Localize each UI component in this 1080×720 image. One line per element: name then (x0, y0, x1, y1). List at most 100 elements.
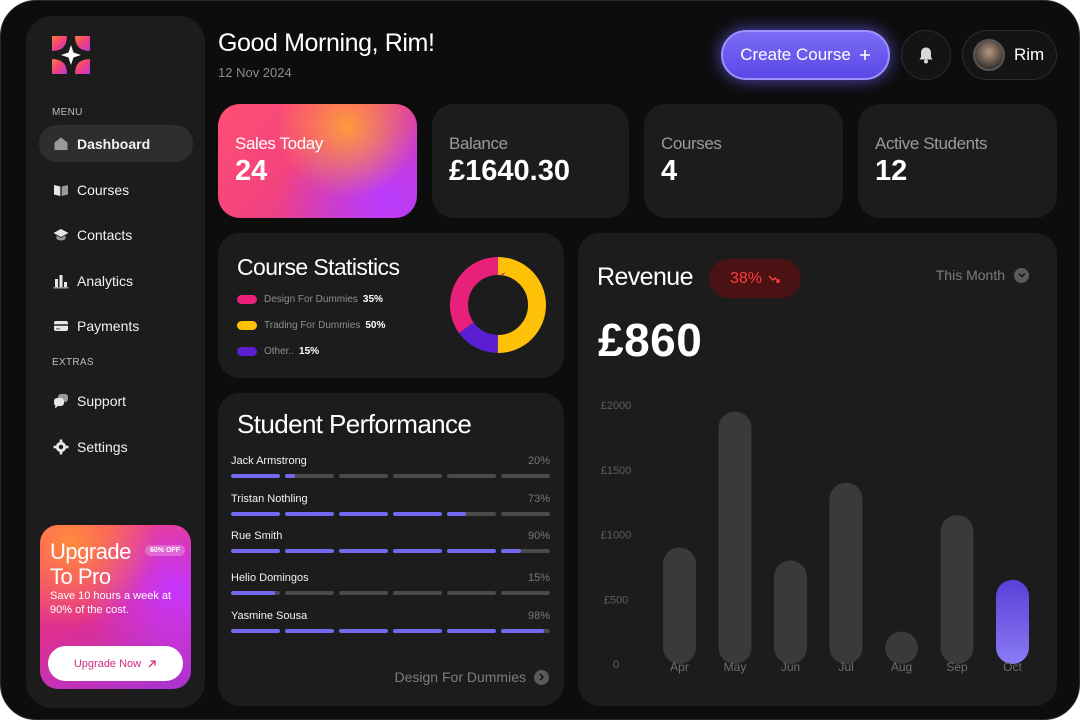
progress-fill (231, 629, 280, 633)
sidebar-item-label: Payments (77, 317, 140, 334)
stat-value: 12 (875, 155, 908, 187)
sidebar-item-contacts[interactable]: Contacts (39, 216, 193, 253)
chevron-down-icon (1014, 267, 1029, 283)
revenue-card: Revenue 38% This Month £860 0 £500 £1000 £1… (578, 233, 1057, 706)
progress-bar (231, 512, 550, 516)
x-tick-label: Apr (670, 660, 689, 674)
revenue-change-value: 38% (729, 269, 763, 287)
sidebar-item-courses[interactable]: Courses (39, 171, 193, 208)
revenue-bar[interactable] (940, 515, 974, 664)
progress-fill (285, 474, 295, 478)
legend-item: Trading For Dummies 50% (237, 320, 385, 331)
course-statistics-title: Course Statistics (237, 254, 400, 280)
progress-segment (339, 549, 388, 553)
stat-label: Active Students (875, 134, 988, 153)
bar-chart-icon (52, 272, 69, 289)
avatar (973, 39, 1005, 71)
legend-swatch (237, 347, 257, 356)
progress-fill (231, 591, 276, 595)
sidebar-item-label: Courses (77, 181, 130, 198)
sidebar-item-analytics[interactable]: Analytics (39, 262, 193, 299)
progress-segment (285, 629, 334, 633)
gear-icon (52, 438, 69, 455)
revenue-bar[interactable] (996, 579, 1029, 664)
stat-value: 24 (235, 155, 268, 187)
sidebar-item-payments[interactable]: Payments (39, 307, 193, 344)
x-tick-label: Jul (838, 660, 853, 674)
progress-segment (393, 474, 442, 478)
progress-fill (447, 549, 496, 553)
sidebar-item-dashboard[interactable]: Dashboard (39, 125, 193, 162)
legend-label: Design For Dummies (264, 294, 358, 305)
progress-segment (339, 474, 388, 478)
revenue-title: Revenue (597, 263, 693, 291)
progress-segment (447, 474, 496, 478)
trend-down-icon (768, 275, 780, 283)
student-name: Rue Smith (231, 530, 283, 542)
promo-title: Upgrade To Pro (50, 539, 131, 589)
progress-fill (231, 474, 280, 478)
sidebar: MENU Dashboard Courses Contacts Analytic… (26, 16, 205, 708)
progress-fill (339, 549, 388, 553)
course-filter-link[interactable]: Design For Dummies (395, 669, 549, 685)
student-performance-title: Student Performance (237, 409, 472, 439)
progress-fill (501, 549, 521, 553)
x-tick-label: Jun (781, 660, 800, 674)
book-icon (52, 181, 69, 198)
progress-segment (231, 591, 280, 595)
student-name: Tristan Nothling (231, 493, 308, 505)
sidebar-item-support[interactable]: Support (39, 382, 193, 419)
progress-segment (339, 512, 388, 516)
menu-section-label: MENU (52, 107, 83, 118)
progress-segment (285, 512, 334, 516)
progress-bar (231, 629, 550, 633)
balance-card: Balance £1640.30 (432, 104, 629, 218)
course-statistics-card: Course Statistics Design For Dummies 35%… (218, 233, 564, 378)
greeting-title: Good Morning, Rim! (218, 29, 435, 57)
student-percent: 73% (527, 493, 550, 505)
y-tick-label: £2000 (601, 400, 632, 412)
create-course-button[interactable]: Create Course (721, 30, 890, 80)
graduation-cap-icon (52, 226, 69, 243)
progress-segment (447, 512, 496, 516)
user-profile-button[interactable]: Rim (962, 30, 1057, 80)
home-icon (52, 135, 69, 152)
progress-segment (447, 549, 496, 553)
student-percent: 90% (527, 530, 550, 542)
progress-segment (447, 591, 496, 595)
create-course-label: Create Course (740, 45, 851, 64)
progress-segment (285, 549, 334, 553)
x-tick-label: May (724, 660, 747, 674)
revenue-amount: £860 (598, 314, 703, 366)
progress-fill (393, 512, 442, 516)
progress-segment (231, 474, 280, 478)
active-students-card: Active Students 12 (858, 104, 1057, 218)
period-dropdown[interactable]: This Month (936, 267, 1029, 283)
sidebar-item-label: Contacts (77, 226, 133, 243)
sidebar-item-settings[interactable]: Settings (39, 428, 193, 465)
y-tick-label: £1000 (601, 530, 632, 542)
y-tick-label: 0 (613, 659, 619, 671)
revenue-bar[interactable] (774, 560, 807, 664)
upgrade-now-button[interactable]: Upgrade Now (48, 646, 183, 681)
x-tick-label: Sep (946, 660, 968, 674)
revenue-bar[interactable] (885, 631, 918, 664)
x-tick-label: Aug (891, 660, 912, 674)
student-percent: 98% (527, 610, 550, 622)
progress-fill (285, 549, 334, 553)
student-name: Helio Domingos (231, 572, 309, 584)
progress-segment (393, 629, 442, 633)
bell-icon (919, 47, 933, 64)
revenue-bar[interactable] (718, 411, 752, 664)
legend-label: Other.. (264, 346, 295, 357)
revenue-bar[interactable] (829, 482, 863, 664)
notifications-button[interactable] (901, 30, 951, 80)
stat-label: Courses (661, 134, 722, 153)
revenue-bar[interactable] (663, 547, 696, 664)
progress-fill (339, 629, 388, 633)
student-performance-card: Student Performance Jack Armstrong 20% T… (218, 393, 564, 706)
progress-fill (231, 512, 280, 516)
stat-value: 4 (661, 155, 678, 187)
courses-card: Courses 4 (644, 104, 843, 218)
progress-fill (447, 512, 466, 516)
